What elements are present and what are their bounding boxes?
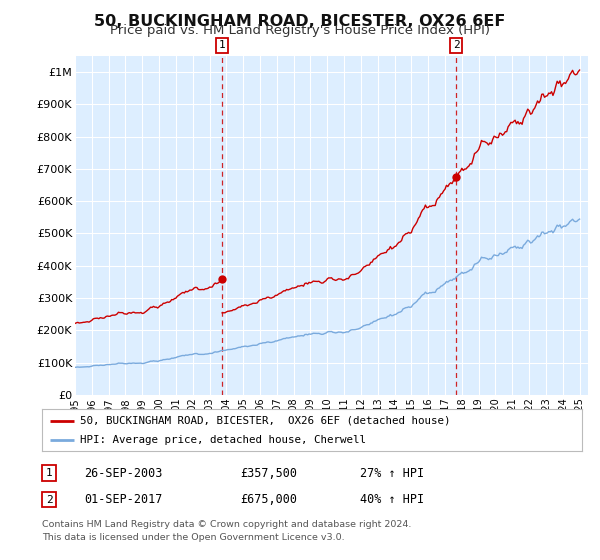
Text: 27% ↑ HPI: 27% ↑ HPI	[360, 466, 424, 480]
Text: 50, BUCKINGHAM ROAD, BICESTER,  OX26 6EF (detached house): 50, BUCKINGHAM ROAD, BICESTER, OX26 6EF …	[80, 416, 450, 426]
Text: 2: 2	[46, 494, 53, 505]
Text: 26-SEP-2003: 26-SEP-2003	[84, 466, 163, 480]
Text: £357,500: £357,500	[240, 466, 297, 480]
Text: £675,000: £675,000	[240, 493, 297, 506]
Text: 40% ↑ HPI: 40% ↑ HPI	[360, 493, 424, 506]
Text: This data is licensed under the Open Government Licence v3.0.: This data is licensed under the Open Gov…	[42, 533, 344, 542]
Text: 1: 1	[219, 40, 226, 50]
Text: 2: 2	[453, 40, 460, 50]
Text: HPI: Average price, detached house, Cherwell: HPI: Average price, detached house, Cher…	[80, 435, 366, 445]
Text: Price paid vs. HM Land Registry's House Price Index (HPI): Price paid vs. HM Land Registry's House …	[110, 24, 490, 37]
Text: 50, BUCKINGHAM ROAD, BICESTER, OX26 6EF: 50, BUCKINGHAM ROAD, BICESTER, OX26 6EF	[94, 14, 506, 29]
Text: 1: 1	[46, 468, 53, 478]
Text: 01-SEP-2017: 01-SEP-2017	[84, 493, 163, 506]
Text: Contains HM Land Registry data © Crown copyright and database right 2024.: Contains HM Land Registry data © Crown c…	[42, 520, 412, 529]
